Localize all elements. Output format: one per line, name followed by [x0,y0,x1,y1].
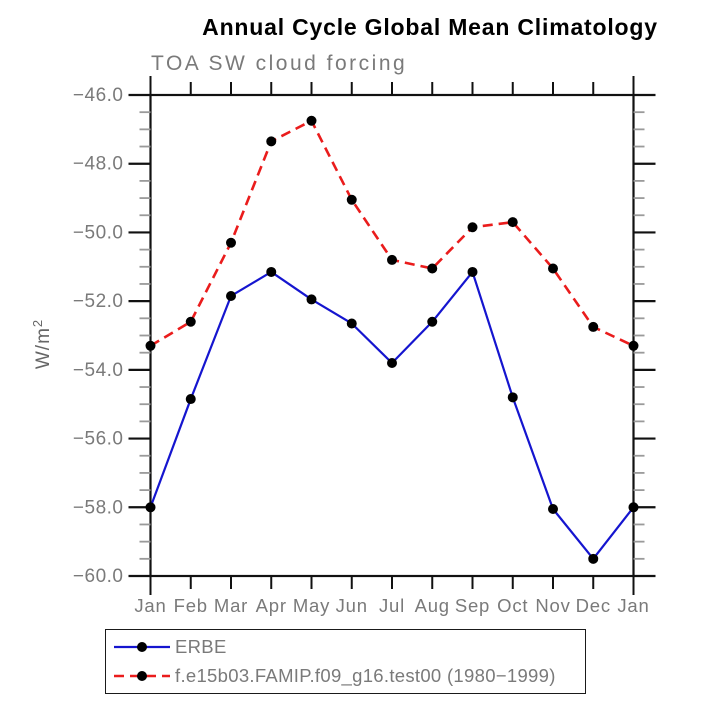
month-label: Apr [256,595,287,616]
y-tick-label: −46.0 [73,85,124,106]
data-point-marker [427,263,438,274]
data-point-marker [266,136,277,147]
y-tick-label: −52.0 [73,291,124,312]
legend-label-erbe: ERBE [175,635,227,657]
data-point-marker [467,222,478,233]
data-point-marker [145,340,156,351]
y-tick-label: −50.0 [73,222,124,243]
data-point-marker [306,115,317,126]
data-point-marker [346,318,357,329]
chart-legend: ERBE f.e15b03.FAMIP.f09_g16.test00 (1980… [105,629,586,694]
chart-subtitle: TOA SW cloud forcing [151,52,408,75]
data-point-marker [185,394,196,405]
chart-title: Annual Cycle Global Mean Climatology [202,14,658,40]
y-tick-label: −58.0 [73,497,124,518]
data-point-marker [427,316,438,327]
data-point-marker [306,294,317,305]
month-label: Jul [379,595,405,616]
model-line [149,119,635,347]
legend-label-model: f.e15b03.FAMIP.f09_g16.test00 (1980−1999… [175,665,556,687]
month-label: Jan [134,595,166,616]
data-point-marker [588,321,599,332]
data-point-marker [628,340,639,351]
data-point-marker [467,266,478,277]
month-label: Dec [576,595,611,616]
month-label: Oct [497,595,528,616]
month-label: May [293,595,330,616]
chart-plot-area: Jan Feb Mar Apr May Jun Jul Aug Sep Oct Nov Dec Jan−… [30,76,656,616]
data-point-marker [387,357,397,368]
data-point-marker [145,502,156,513]
plot-border [149,93,635,578]
y-tick-label: −56.0 [73,429,124,450]
month-label: Feb [174,595,208,616]
legend-item-erbe: ERBE [111,634,585,660]
month-label: Nov [535,595,570,616]
month-label: Jan [617,595,649,616]
y-tick-label: −48.0 [73,154,124,175]
data-point-marker [226,290,236,301]
data-point-marker [226,237,236,248]
data-point-marker [548,263,558,274]
month-label: Mar [214,595,248,616]
data-point-marker [266,266,277,277]
erbe-line-sample-icon [114,641,170,652]
data-point-marker [548,504,558,515]
month-label: Aug [415,595,450,616]
data-point-marker [507,392,518,403]
month-label: Jun [336,595,368,616]
y-axis-label: W/m2 [30,319,54,369]
data-point-marker [387,254,397,265]
y-tick-label: −60.0 [73,566,124,587]
legend-item-model: f.e15b03.FAMIP.f09_g16.test00 (1980−1999… [111,663,585,689]
data-point-marker [628,502,639,513]
data-point-marker [346,194,357,205]
data-point-marker [588,553,599,564]
model-line-sample-icon [114,671,170,682]
month-label: Sep [455,595,490,616]
data-point-marker [507,217,518,228]
erbe-line [149,270,635,560]
y-tick-label: −54.0 [73,360,124,381]
data-point-marker [185,316,196,327]
